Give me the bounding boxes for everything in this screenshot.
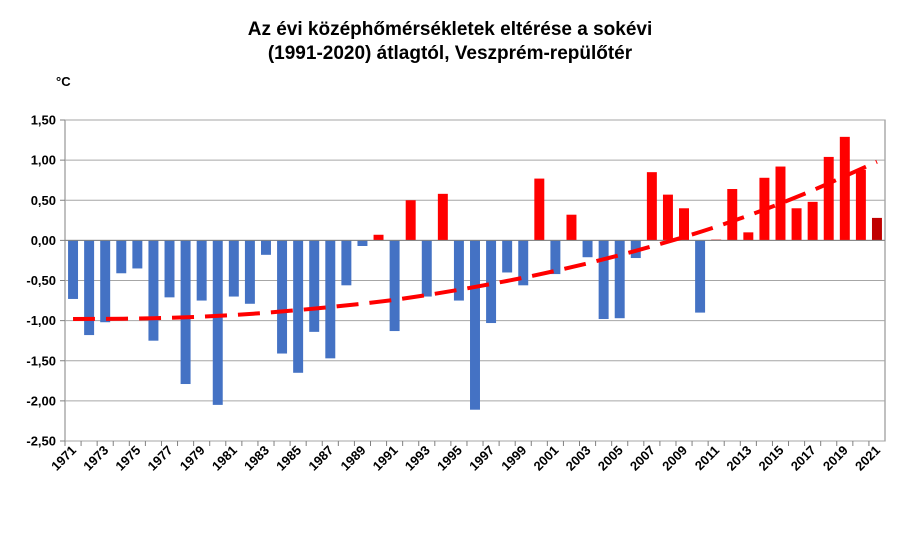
bar-1991: [389, 240, 400, 332]
x-tick-label: 1981: [209, 443, 240, 474]
bar-1987: [325, 240, 336, 359]
bar-2004: [598, 240, 609, 320]
bar-2013: [743, 232, 754, 241]
bar-2003: [582, 240, 593, 258]
x-tick-label: 1973: [80, 443, 111, 474]
x-tick-label: 2021: [852, 443, 883, 474]
x-tick-label: 2003: [563, 443, 594, 474]
bar-1986: [309, 240, 320, 332]
bar-1992: [405, 200, 416, 241]
x-tick-label: 1995: [434, 443, 465, 474]
y-axis-ticks: 1,50 1,00 0,50 0,00 -0,50 -1,00 -1,50 -2,00 -2,5…: [26, 113, 65, 449]
bar-1996: [470, 240, 480, 410]
x-tick-label: 1997: [466, 443, 497, 474]
bar-2002: [566, 214, 577, 241]
bar-1978: [180, 240, 191, 385]
bar-1988: [341, 240, 352, 286]
x-axis-ticks: 1971 1973 1975 1977 1979 1981 1983 1985 1987 1989…: [48, 441, 883, 474]
x-tick-label: 2009: [659, 443, 690, 474]
bar-1997: [486, 240, 497, 324]
x-tick-label: 2017: [788, 443, 819, 474]
bar-1972: [84, 240, 95, 336]
y-axis-unit-label: °C: [56, 74, 71, 89]
y-tick-label: -2,50: [26, 434, 56, 449]
bar-1981: [228, 240, 239, 297]
bar-2012: [727, 189, 738, 241]
bar-2010: [695, 240, 706, 313]
bar-1980: [212, 240, 223, 405]
x-tick-label: 2005: [595, 443, 626, 474]
x-tick-label: 1987: [305, 443, 336, 474]
bar-1994: [437, 193, 448, 241]
x-tick-label: 1983: [241, 443, 272, 474]
x-tick-label: 2011: [692, 443, 723, 474]
bar-1999: [518, 240, 529, 286]
x-tick-label: 1999: [498, 443, 529, 474]
chart-title-line-1: Az évi középhőmérsékletek eltérése a sok…: [247, 19, 653, 40]
bar-1985: [293, 240, 304, 373]
bar-2001: [550, 240, 561, 275]
bar-1975: [132, 240, 143, 269]
bar-1990: [373, 234, 384, 241]
bar-2018: [823, 156, 834, 241]
x-tick-label: 2007: [627, 443, 658, 474]
x-tick-label: 1991: [370, 443, 401, 474]
x-tick-label: 1977: [145, 443, 176, 474]
bar-1973: [100, 240, 111, 323]
x-tick-label: 2019: [820, 443, 851, 474]
bar-2009: [679, 208, 690, 241]
bar-1995: [453, 240, 464, 301]
y-tick-label: 1,00: [31, 153, 56, 168]
bar-1984: [277, 240, 288, 354]
bar-1971: [68, 240, 79, 299]
bar-2005: [614, 240, 625, 319]
bar-1983: [260, 240, 271, 255]
chart-title-line-2: (1991-2020) átlagtól, Veszprém-repülőtér: [267, 43, 633, 64]
x-tick-label: 2013: [723, 443, 754, 474]
x-tick-label: 1975: [112, 443, 143, 474]
bar-1998: [502, 240, 513, 273]
y-tick-label: -2,00: [26, 393, 56, 408]
bar-1982: [244, 240, 255, 304]
bar-2020: [855, 169, 866, 241]
x-tick-label: 2015: [756, 443, 787, 474]
x-tick-label: 1989: [338, 443, 369, 474]
bar-1976: [148, 240, 159, 341]
y-tick-label: -1,50: [26, 353, 56, 368]
bar-2000: [534, 178, 545, 241]
y-tick-label: 0,00: [31, 233, 56, 248]
bars: [68, 136, 882, 410]
bar-2017: [807, 201, 818, 241]
chart-title: Az évi középhőmérsékletek eltérése a sok…: [0, 18, 900, 66]
bar-1974: [116, 240, 127, 274]
bar-1993: [421, 240, 432, 297]
bar-1977: [164, 240, 175, 298]
y-tick-label: 1,50: [31, 113, 56, 128]
y-tick-label: -0,50: [26, 273, 56, 288]
y-tick-label: -1,00: [26, 313, 56, 328]
bar-1979: [196, 240, 207, 301]
bar-2021: [871, 217, 882, 241]
bar-2015: [775, 166, 786, 241]
trend-line: [73, 159, 878, 322]
bar-2019: [839, 136, 850, 241]
bar-2007: [646, 172, 657, 241]
x-tick-label: 1993: [402, 443, 433, 474]
x-tick-label: 2001: [530, 443, 561, 474]
bar-2016: [791, 208, 802, 241]
y-tick-label: 0,50: [31, 193, 56, 208]
x-tick-label: 1979: [177, 443, 208, 474]
bar-2008: [662, 194, 673, 241]
x-tick-label: 1985: [273, 443, 304, 474]
bar-1989: [357, 240, 368, 246]
